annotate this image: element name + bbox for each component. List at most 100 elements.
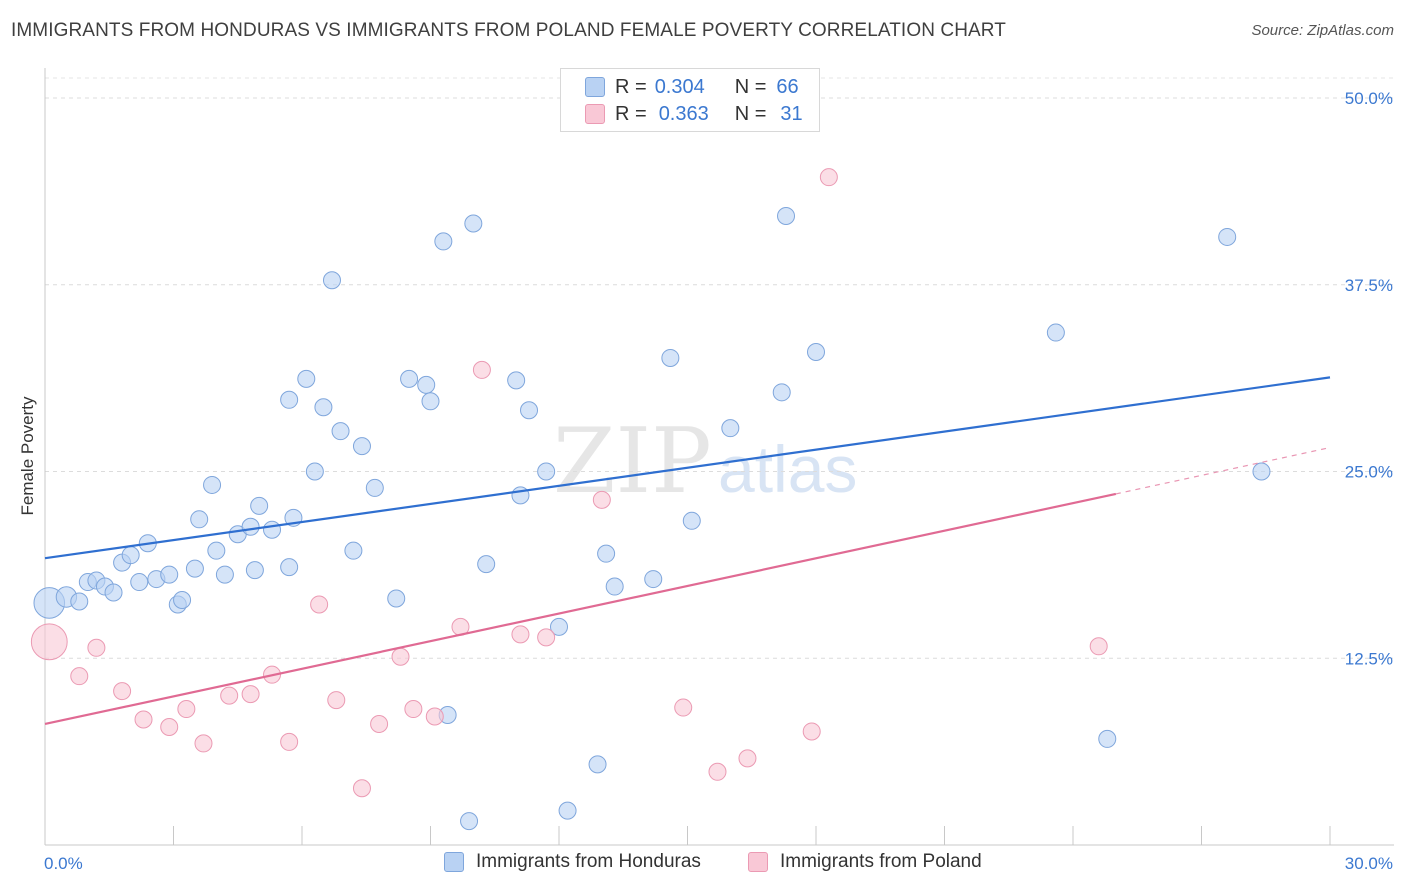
legend-row-poland: R = 0.363 N = 31 [585, 102, 803, 126]
honduras-point [588, 755, 607, 774]
trend-lines [44, 376, 1331, 726]
legend-row-honduras: R = 0.304 N = 66 [585, 75, 799, 99]
poland-point [352, 779, 371, 798]
honduras-point [400, 369, 419, 388]
poland-point [708, 762, 727, 781]
r-label: R = [615, 102, 647, 125]
honduras-point [421, 392, 440, 411]
poland-point [404, 700, 423, 719]
poland-point [30, 623, 68, 661]
poland-trend-extension [1115, 447, 1331, 495]
honduras-point [344, 541, 363, 560]
poland-point [241, 685, 260, 704]
honduras-point [130, 573, 149, 592]
honduras-point [263, 520, 282, 539]
honduras-point [185, 559, 204, 578]
honduras-legend-swatch [444, 852, 464, 872]
honduras-point [507, 371, 526, 390]
poland-point [70, 667, 89, 686]
watermark-zip: ZIP [553, 409, 712, 514]
n-label: N = [734, 102, 767, 125]
poland-point [472, 360, 491, 379]
watermark: ZIP atlas [553, 409, 857, 514]
r-label: R = [615, 75, 647, 98]
honduras-point [280, 558, 299, 577]
honduras-point [1098, 729, 1117, 748]
honduras-point [477, 555, 496, 574]
poland-point [327, 691, 346, 710]
honduras-point [537, 462, 556, 481]
poland-point [113, 682, 132, 701]
poland-point [370, 714, 389, 733]
honduras-point [352, 437, 371, 456]
poland-point [511, 625, 530, 644]
chart-title: IMMIGRANTS FROM HONDURAS VS IMMIGRANTS F… [11, 20, 1006, 41]
tick-labels: 12.5% 25.0% 37.5% 50.0% 0.0% 30.0% [44, 89, 1393, 873]
honduras-point [1252, 462, 1271, 481]
honduras-point [661, 348, 680, 367]
honduras-point [550, 617, 568, 636]
honduras-point [644, 570, 663, 589]
honduras-point [772, 383, 791, 402]
poland-point [177, 700, 196, 719]
legend-item-honduras: Immigrants from Honduras [444, 851, 701, 873]
honduras-point [807, 342, 825, 361]
axes [44, 68, 1394, 846]
honduras-point [777, 207, 796, 226]
stats-legend: R = 0.304 N = 66 R = 0.363 N = 31 [560, 68, 820, 132]
honduras-point [250, 496, 269, 515]
source-note: Source: ZipAtlas.com [1251, 22, 1394, 39]
poland-point [802, 722, 821, 741]
honduras-point [460, 812, 479, 831]
n-label: N = [734, 75, 767, 98]
poland-trend-line [44, 492, 1117, 726]
n-value: 31 [780, 102, 803, 125]
y-tick-label: 37.5% [1345, 276, 1393, 295]
r-value: 0.304 [654, 75, 705, 98]
honduras-point [1046, 323, 1065, 342]
honduras-point [520, 401, 539, 420]
poland-point [819, 168, 838, 187]
data-points [30, 109, 1271, 831]
honduras-point [280, 390, 299, 409]
honduras-point [721, 419, 740, 438]
honduras-point [417, 375, 436, 394]
honduras-point [365, 478, 384, 497]
poland-point [425, 707, 444, 726]
poland-point [160, 717, 179, 736]
poland-point [280, 732, 299, 751]
legend-item-poland: Immigrants from Poland [748, 851, 982, 873]
honduras-point [215, 565, 234, 584]
honduras-point [387, 589, 406, 608]
series-legend: Immigrants from Honduras Immigrants from… [0, 851, 1406, 877]
poland-point [537, 628, 556, 647]
axis-ticks [173, 826, 1331, 845]
poland-point [674, 698, 693, 717]
honduras-point [207, 541, 226, 560]
watermark-atlas: atlas [718, 432, 857, 506]
honduras-point [245, 561, 264, 580]
honduras-point [160, 565, 179, 584]
honduras-point [121, 546, 140, 565]
legend-label-poland: Immigrants from Poland [780, 851, 982, 872]
honduras-point [331, 422, 350, 441]
honduras-trend-line [44, 376, 1331, 560]
n-value: 66 [776, 75, 799, 98]
poland-point [592, 490, 611, 509]
poland-point [220, 686, 239, 705]
y-tick-label: 12.5% [1345, 649, 1393, 668]
poland-point [738, 749, 757, 768]
honduras-point [682, 511, 701, 530]
poland-point [391, 647, 410, 666]
honduras-point [173, 590, 192, 609]
honduras-point [104, 583, 123, 602]
poland-swatch [585, 104, 605, 124]
honduras-point [314, 398, 333, 417]
x-tick-label: 0.0% [44, 854, 83, 873]
honduras-swatch [585, 77, 605, 97]
x-tick-label: 30.0% [1345, 854, 1393, 873]
honduras-point [297, 369, 316, 388]
y-tick-label: 25.0% [1345, 463, 1393, 482]
poland-legend-swatch [748, 852, 768, 872]
